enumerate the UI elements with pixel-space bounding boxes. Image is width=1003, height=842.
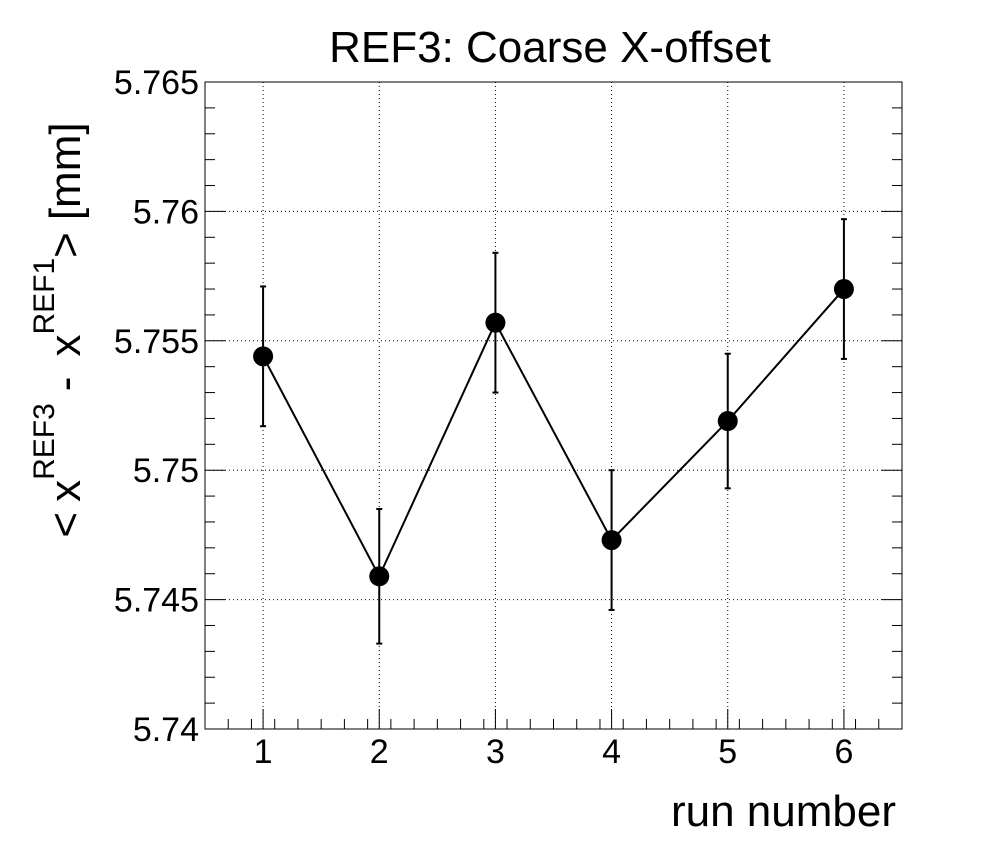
y-label-minus: - <box>41 377 90 392</box>
y-tick-label: 5.765 <box>114 64 199 102</box>
plot-frame <box>204 81 903 730</box>
y-label-gt: > <box>41 232 90 258</box>
axis-ticks <box>204 81 903 730</box>
chart-title: REF3: Coarse X-offset <box>329 23 771 72</box>
data-point <box>485 312 506 333</box>
data-point <box>833 279 854 300</box>
y-label-x1: x <box>41 480 90 502</box>
y-tick-label: 5.75 <box>133 452 199 490</box>
y-label-lt: < <box>41 512 90 538</box>
x-tick-labels: 1 2 3 4 5 6 <box>254 733 854 771</box>
data-point <box>717 411 738 432</box>
y-tick-label: 5.745 <box>114 582 199 620</box>
svg-text:<xREF3-xREF1>[mm]: <xREF3-xREF1>[mm] <box>28 122 90 537</box>
y-label-sup2: REF1 <box>28 258 61 335</box>
data-series <box>253 218 854 645</box>
data-point <box>253 346 274 367</box>
x-tick-label: 6 <box>834 733 853 771</box>
y-label-unit: [mm] <box>41 122 90 220</box>
y-label-sup1: REF3 <box>28 403 61 480</box>
y-tick-labels: 5.74 5.745 5.75 5.755 5.76 5.765 <box>114 64 199 749</box>
y-label-x2: x <box>41 335 90 357</box>
x-tick-label: 4 <box>602 733 621 771</box>
y-tick-label: 5.74 <box>133 711 199 749</box>
series-line <box>262 288 845 579</box>
x-tick-label: 2 <box>370 733 389 771</box>
grid <box>205 82 902 729</box>
y-tick-label: 5.76 <box>133 193 199 231</box>
data-point <box>601 530 622 551</box>
data-point <box>369 566 390 587</box>
y-tick-label: 5.755 <box>114 323 199 361</box>
x-axis-label: run number <box>671 787 896 836</box>
x-tick-label: 3 <box>486 733 505 771</box>
x-tick-label: 1 <box>254 733 273 771</box>
y-axis-label: <xREF3-xREF1>[mm] <box>28 122 90 537</box>
x-tick-label: 5 <box>718 733 737 771</box>
